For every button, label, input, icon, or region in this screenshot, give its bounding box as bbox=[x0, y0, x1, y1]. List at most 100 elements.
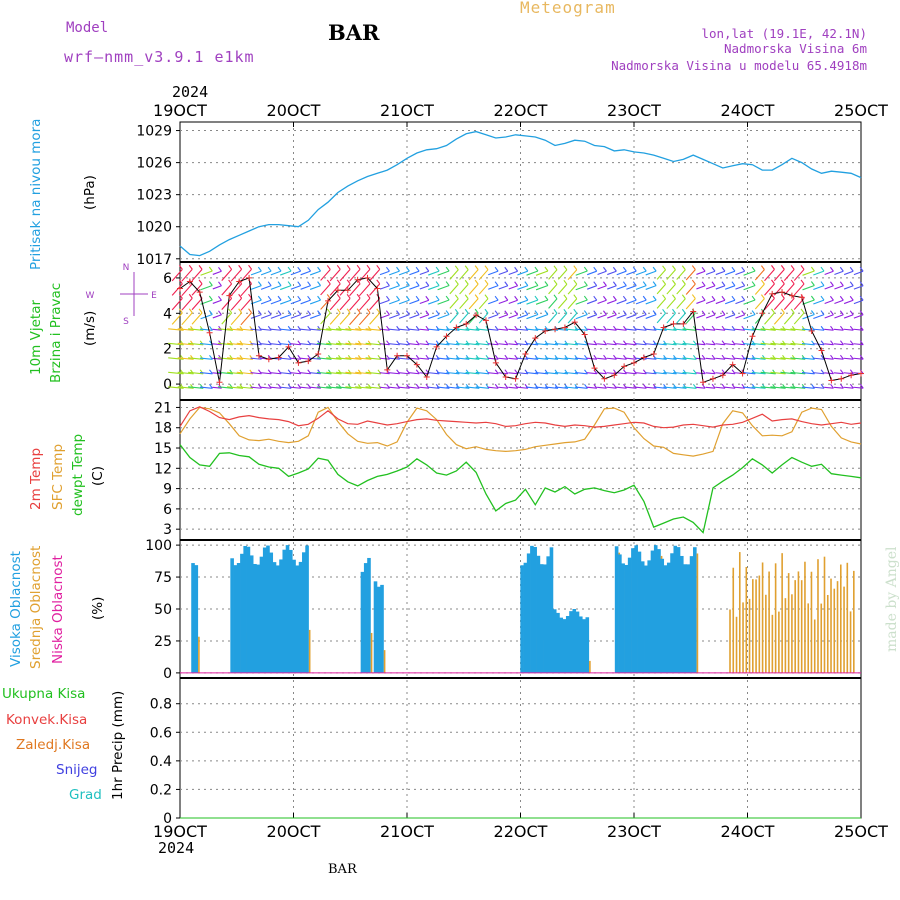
wind-barb-head bbox=[396, 310, 400, 315]
wind-barb bbox=[446, 342, 460, 346]
wind-barb bbox=[191, 312, 203, 325]
wind-barb bbox=[626, 299, 637, 305]
mid-cloud-bar bbox=[804, 561, 806, 673]
wind-barb-head bbox=[859, 266, 864, 272]
wind-barb bbox=[437, 299, 450, 305]
wind-barb bbox=[754, 298, 765, 310]
wind-barb-head bbox=[454, 265, 459, 271]
wind-barb-head bbox=[603, 295, 607, 301]
wind-barb-head bbox=[692, 383, 697, 389]
mid-cloud-bar bbox=[826, 594, 829, 673]
high-cloud-bar bbox=[640, 561, 645, 673]
wind-barb bbox=[168, 328, 184, 331]
wind-barb-head bbox=[376, 264, 381, 270]
wind-barb-head bbox=[859, 383, 864, 389]
wind-barb-head bbox=[839, 354, 844, 360]
wind-gust-mark bbox=[265, 356, 272, 363]
compass-n: N bbox=[123, 263, 130, 273]
wind-barb-head bbox=[849, 266, 854, 272]
wind-barb bbox=[508, 314, 518, 319]
wind-barb-head bbox=[287, 295, 292, 301]
wind-barb-head bbox=[326, 279, 331, 285]
wind-barb bbox=[526, 299, 539, 305]
wind-gust-mark bbox=[344, 287, 351, 294]
wind-barb-head bbox=[741, 295, 746, 301]
wind-barb bbox=[843, 372, 854, 375]
wind-barb-head bbox=[336, 265, 341, 270]
wind-barb bbox=[705, 270, 716, 276]
wind-barb bbox=[567, 283, 578, 295]
wind-barb bbox=[616, 285, 627, 290]
wind-barb bbox=[526, 285, 539, 291]
wind-barb bbox=[853, 270, 864, 276]
wind-barb-head bbox=[780, 265, 785, 270]
wind-barb-head bbox=[839, 340, 844, 346]
high-cloud-bar bbox=[562, 619, 567, 673]
wind-barb bbox=[715, 328, 726, 331]
wind-barb-head bbox=[208, 295, 213, 301]
wind-barb bbox=[517, 270, 529, 276]
high-cloud-bar bbox=[569, 611, 573, 673]
wind-barb-head bbox=[711, 340, 716, 346]
wind-barb bbox=[487, 386, 499, 389]
wind-barb bbox=[724, 386, 736, 389]
wind-barb bbox=[487, 372, 499, 375]
wind-barb bbox=[260, 372, 272, 375]
wind-barb-head bbox=[287, 266, 292, 272]
wind-barb-head bbox=[376, 308, 381, 314]
meteogram-title: Meteogram bbox=[520, 0, 616, 17]
wind-barb bbox=[345, 328, 362, 331]
wind-barb bbox=[802, 270, 815, 276]
wind-barb bbox=[735, 270, 745, 276]
wind-barb-head bbox=[780, 308, 785, 314]
high-cloud-bar bbox=[295, 565, 300, 673]
wind-barb bbox=[833, 328, 844, 331]
high-cloud-bar bbox=[578, 616, 583, 673]
wind-barb bbox=[843, 328, 854, 331]
wind-gust-mark bbox=[591, 365, 598, 372]
wind-barb bbox=[437, 285, 450, 291]
wind-barb bbox=[236, 386, 253, 389]
wind-barb bbox=[177, 357, 194, 360]
wind-barb-head bbox=[800, 265, 805, 270]
wind-gust-mark bbox=[818, 347, 825, 354]
wind-barb bbox=[398, 372, 410, 375]
wind-barb-head bbox=[751, 266, 756, 272]
wind-barb bbox=[575, 285, 588, 291]
wind-barb bbox=[300, 372, 311, 375]
wind-barb-head bbox=[445, 266, 450, 272]
wind-barb bbox=[508, 285, 518, 290]
y-tick-label: 0 bbox=[163, 377, 172, 393]
wind-gust-mark bbox=[828, 377, 835, 384]
wind-barb-head bbox=[859, 310, 864, 316]
y-tick-label: 0.8 bbox=[150, 697, 172, 713]
wind-barb bbox=[525, 357, 539, 360]
wind-barb bbox=[177, 386, 194, 389]
wind-barb bbox=[696, 299, 706, 304]
wind-barb bbox=[449, 283, 459, 295]
wind-barb-head bbox=[415, 340, 420, 346]
wind-barb bbox=[606, 343, 617, 346]
wind-barb bbox=[250, 357, 262, 360]
wind-barb-head bbox=[544, 266, 549, 272]
mid-cloud-bar bbox=[732, 567, 735, 673]
wind-barb-head bbox=[652, 310, 657, 315]
wind-barb bbox=[586, 285, 597, 290]
wind-barb-head bbox=[415, 281, 420, 287]
wind-barb bbox=[379, 357, 390, 360]
wind-gust-mark bbox=[482, 317, 489, 324]
wind-barb bbox=[428, 299, 440, 305]
wind-barb bbox=[535, 342, 549, 346]
wind-barb bbox=[200, 284, 213, 291]
wind-gust-mark bbox=[838, 375, 845, 382]
wind-barb-head bbox=[267, 310, 272, 315]
high-cloud-bar bbox=[679, 555, 684, 673]
high-cloud-bar bbox=[530, 545, 534, 673]
wind-barb bbox=[508, 343, 518, 346]
wind-barb bbox=[853, 314, 864, 319]
wind-barb-head bbox=[228, 279, 233, 285]
wind-barb bbox=[635, 328, 647, 331]
y-tick-label: 12 bbox=[154, 461, 172, 477]
wind-barb bbox=[290, 386, 301, 389]
wind-barb bbox=[498, 357, 508, 360]
